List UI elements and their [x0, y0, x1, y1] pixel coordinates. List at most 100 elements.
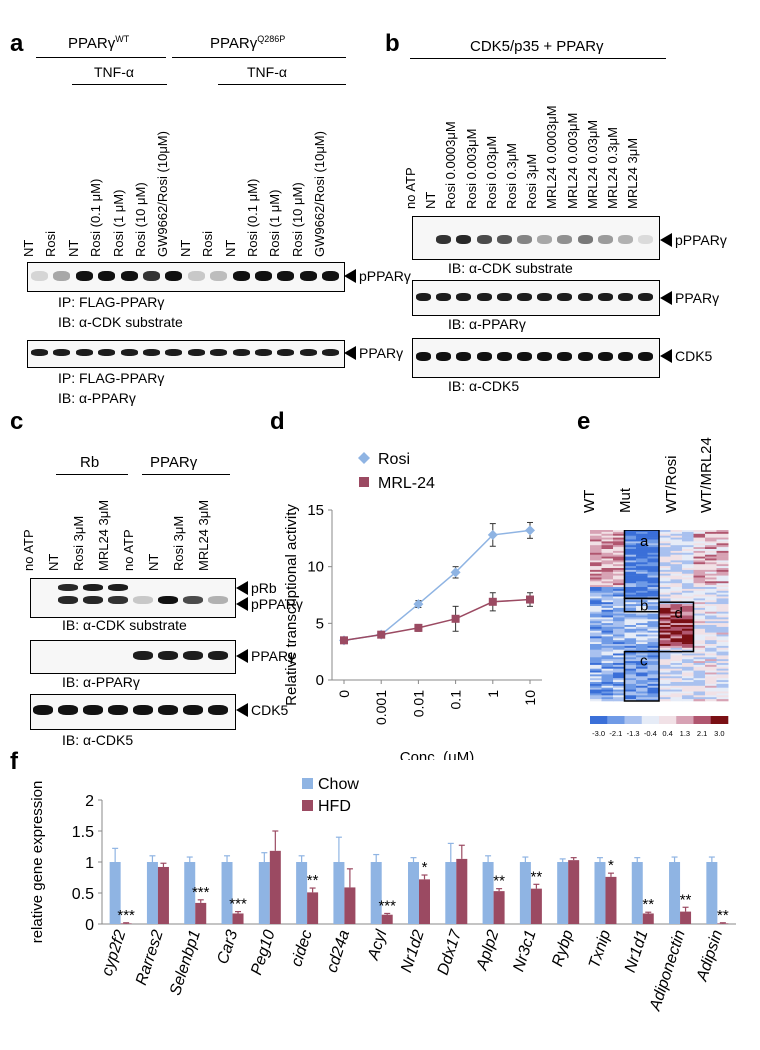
panel-e-heat-cell: [613, 659, 625, 662]
panel-e-heat-cell: [590, 682, 602, 685]
panel-d-point: [487, 529, 498, 540]
panel-e-heat-cell: [670, 602, 683, 605]
panel-e-heat-cell: [705, 691, 717, 694]
panel-e-heat-cell: [590, 645, 602, 649]
panel-b-lane-label: MRL24 0.003μM: [564, 112, 580, 209]
panel-c-ppar-label: PPARγ: [236, 648, 295, 664]
panel-e-heat-cell: [636, 566, 648, 569]
panel-e-heat-cell: [693, 596, 706, 599]
panel-e-heat-cell: [613, 653, 625, 656]
panel-e-heat-cell: [590, 535, 602, 538]
panel-f-x-tick-label: Acyl: [365, 928, 391, 963]
panel-e-heat-cell: [613, 588, 625, 592]
panel-e-heat-cell: [682, 668, 694, 671]
panel-e-heat-cell: [590, 632, 602, 635]
panel-e-heat-cell: [613, 670, 625, 673]
panel-e-heat-cell: [601, 685, 614, 688]
panel-e-heat-cell: [670, 617, 683, 620]
panel-e-heat-cell: [716, 674, 729, 677]
panel-e-heat-cell: [590, 550, 602, 554]
panel-e-cluster-label: d: [675, 605, 683, 622]
panel-e-heat-cell: [693, 590, 706, 593]
panel-e-heat-cell: [693, 571, 706, 574]
panel-e-heat-cell: [716, 577, 729, 580]
panel-b-blot1-band: [456, 235, 472, 244]
panel-e-heat-cell: [705, 693, 717, 696]
panel-e-heat-cell: [659, 651, 671, 654]
panel-e-heat-cell: [647, 558, 660, 561]
panel-e-heat-cell: [682, 579, 694, 582]
panel-e-scale-tick: -1.3: [627, 729, 640, 738]
panel-e-heat-cell: [659, 549, 671, 552]
panel-e-heat-cell: [716, 644, 729, 647]
panel-e-heat-cell: [624, 604, 637, 607]
panel-e-heat-cell: [670, 543, 683, 546]
panel-e-heat-cell: [613, 564, 625, 567]
panel-e-heat-cell: [613, 571, 625, 574]
panel-e-heat-cell: [624, 630, 637, 633]
panel-b-blot2-band: [618, 293, 633, 301]
panel-a-blot2-band: [187, 349, 205, 356]
panel-e-heat-cell: [647, 668, 660, 671]
panel-e-heat-cell: [693, 583, 706, 586]
panel-e-heat-cell: [670, 579, 683, 582]
panel-e-heat-cell: [659, 592, 671, 595]
panel-e-heat-cell: [716, 691, 729, 694]
panel-c-blot1-pppar-band: [183, 596, 203, 604]
panel-e-heat-cell: [693, 606, 706, 609]
panel-e-heat-cell: [682, 583, 694, 586]
panel-e-heat-cell: [716, 607, 729, 611]
panel-f-bar: [530, 888, 542, 924]
panel-e-heat-cell: [705, 678, 717, 681]
panel-e-heat-cell: [601, 645, 614, 649]
panel-e-heat-cell: [705, 647, 717, 650]
panel-e-heat-cell: [590, 554, 602, 557]
panel-e-heat-cell: [624, 556, 637, 559]
panel-e-heat-cell: [693, 611, 706, 614]
panel-e-heat-cell: [716, 594, 729, 597]
panel-e-heat-cell: [659, 596, 671, 599]
panel-e-heat-cell: [659, 575, 671, 578]
panel-e-heat-cell: [716, 575, 729, 578]
panel-e-heat-cell: [659, 577, 671, 580]
panel-e-heat-cell: [624, 625, 637, 628]
panel-e-heat-cell: [693, 613, 706, 616]
panel-d-y-tick-label: 15: [307, 502, 324, 519]
panel-e-heat-cell: [682, 535, 694, 538]
panel-e-heat-cell: [636, 530, 648, 533]
panel-e-heat-cell: [613, 695, 625, 698]
panel-e-heat-cell: [601, 678, 614, 681]
panel-e-heat-cell: [601, 581, 614, 584]
panel-e-heat-cell: [624, 695, 637, 698]
panel-e-heat-cell: [693, 640, 706, 643]
panel-a-group-wt: PPARγWT: [68, 34, 130, 52]
panel-e-heat-cell: [693, 632, 706, 635]
panel-b-blot3-band: [577, 352, 593, 361]
panel-e-heat-cell: [705, 683, 717, 687]
panel-e-heat-cell: [613, 666, 625, 669]
panel-e-heat-cell: [693, 619, 706, 622]
panel-a-blot1-band: [299, 271, 317, 281]
panel-e-heat-cell: [636, 623, 648, 626]
panel-c-blot3-band: [108, 705, 128, 715]
panel-b-blot2-band: [416, 293, 431, 301]
panel-e-heat-cell: [705, 588, 717, 592]
panel-e-heat-cell: [613, 691, 625, 694]
panel-e-heat-cell: [613, 632, 625, 635]
panel-c-prb-label: pRb: [236, 580, 277, 596]
panel-e-heat-cell: [670, 651, 683, 654]
panel-a-blot2-band: [277, 349, 295, 356]
panel-e-heat-cell: [590, 691, 602, 694]
panel-e-heat-cell: [670, 626, 683, 630]
panel-d-y-tick-label: 10: [307, 559, 324, 576]
panel-e-heat-cell: [624, 623, 637, 626]
panel-e-heat-cell: [613, 621, 625, 624]
panel-e-heat-cell: [682, 602, 694, 605]
panel-e-heat-cell: [601, 598, 614, 601]
panel-e-heat-cell: [590, 564, 602, 567]
panel-e-heat-cell: [716, 539, 729, 542]
panel-e-heat-cell: [601, 607, 614, 611]
panel-letter-b: b: [385, 30, 400, 57]
panel-e-heat-cell: [705, 615, 717, 618]
panel-e-heat-cell: [601, 666, 614, 669]
